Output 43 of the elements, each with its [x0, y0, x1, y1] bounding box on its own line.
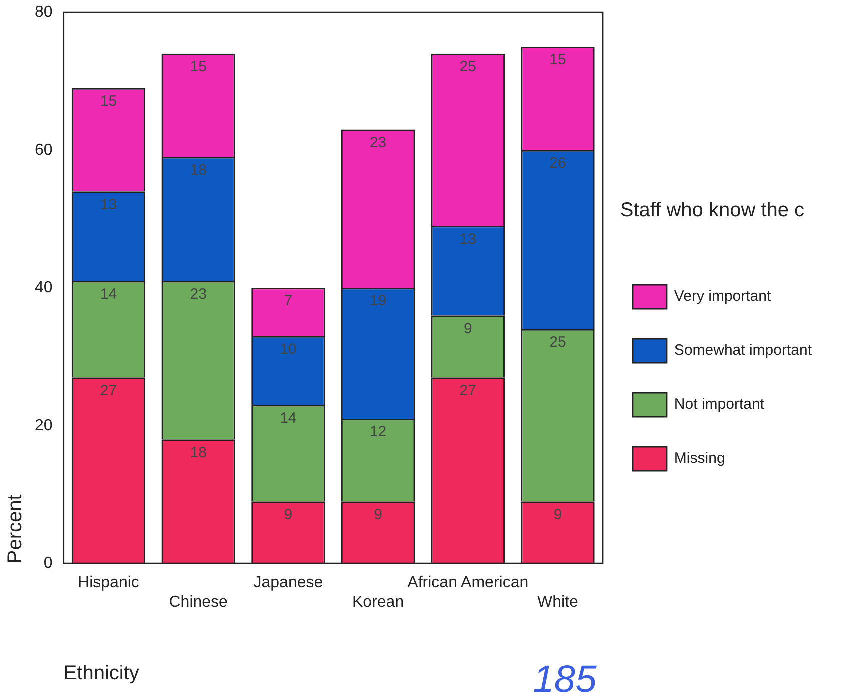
data-label: 9 [374, 506, 382, 524]
y-axis-title: Percent [4, 494, 27, 564]
data-label: 23 [190, 286, 207, 303]
data-label: 27 [460, 382, 476, 400]
data-label: 19 [370, 292, 387, 310]
x-tick-label: Hispanic [78, 574, 140, 592]
data-label: 10 [280, 340, 297, 358]
data-label: 15 [190, 58, 207, 76]
data-label: 25 [460, 58, 476, 76]
legend-label: Missing [674, 450, 726, 468]
data-label: 14 [100, 286, 118, 303]
data-label: 15 [100, 93, 118, 110]
x-axis-title: Ethnicity [64, 662, 140, 685]
x-tick-label: Chinese [169, 594, 228, 611]
data-label: 9 [464, 320, 472, 338]
data-label: 9 [284, 506, 293, 524]
data-label: 9 [554, 506, 562, 524]
x-tick-label: Japanese [254, 574, 324, 592]
data-label: 13 [100, 196, 118, 214]
data-label: 12 [370, 424, 387, 441]
x-tick-label: White [538, 594, 579, 611]
y-tick-label: 60 [35, 142, 53, 159]
data-label: 27 [100, 382, 118, 400]
data-label: 15 [550, 52, 566, 69]
data-label: 26 [550, 154, 566, 172]
legend-label: Very important [674, 288, 772, 306]
legend-label: Not important [674, 396, 766, 414]
legend-label: Somewhat important [674, 342, 813, 360]
y-tick-label: 0 [44, 555, 53, 572]
data-label: 7 [284, 292, 293, 310]
x-tick-label: African American [408, 574, 529, 592]
y-tick-label: 40 [35, 280, 53, 297]
data-label: 23 [370, 134, 387, 152]
data-label: 18 [190, 162, 207, 179]
x-tick-label: Korean [352, 594, 404, 611]
data-label: 25 [550, 334, 566, 352]
data-label: 13 [460, 230, 476, 248]
data-label: 18 [190, 444, 207, 462]
legend-title: Staff who know the c [620, 200, 805, 222]
y-tick-label: 20 [35, 417, 53, 434]
y-tick-label: 80 [35, 4, 53, 22]
text: 185 [533, 659, 598, 698]
data-label: 14 [280, 410, 297, 427]
